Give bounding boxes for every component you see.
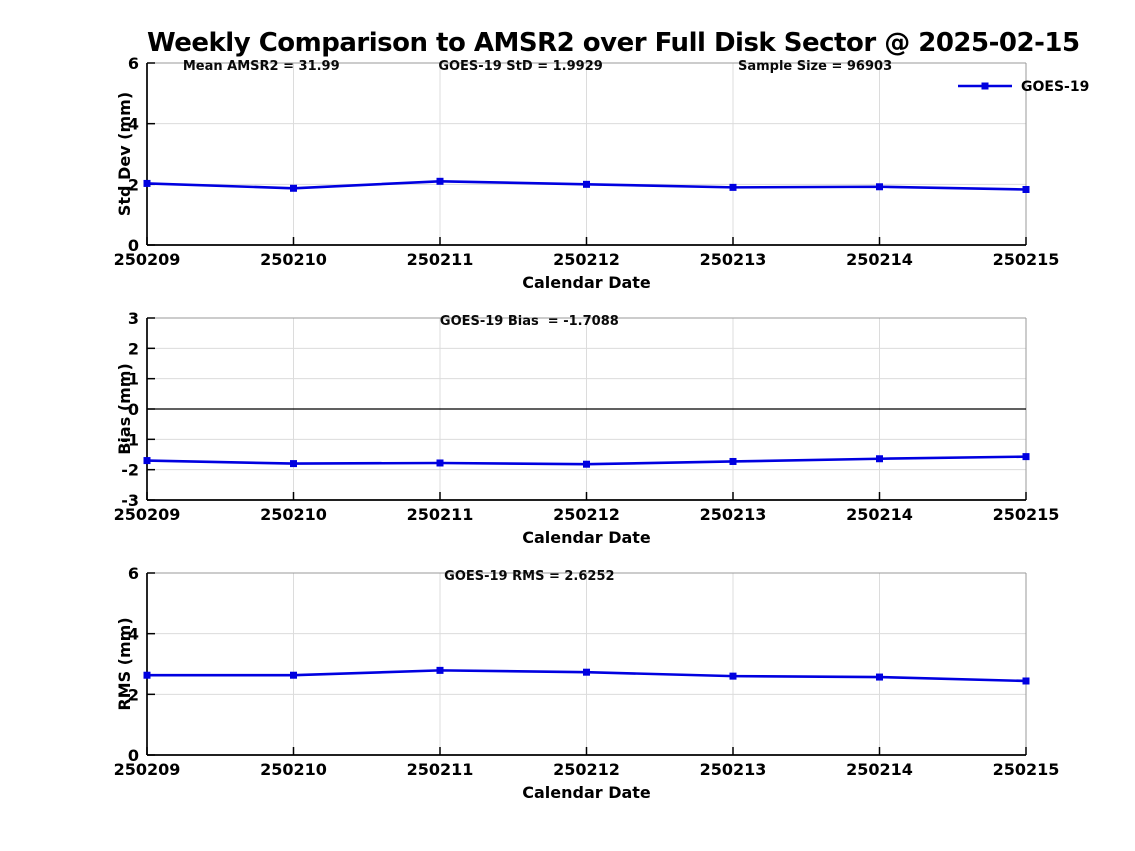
- subplot-bias: -3 -2 -1 0 1 2 3 250209 250210 250211 250212 250213…: [114, 309, 1060, 547]
- x-tick-label: 250213: [700, 505, 767, 524]
- x-tick-label: 250215: [993, 250, 1060, 269]
- x-axis-label: Calendar Date: [522, 528, 651, 547]
- y-tick-label: 4: [128, 115, 139, 134]
- data-point-marker: [583, 668, 590, 676]
- x-tick-label: 250211: [407, 250, 474, 269]
- data-point-marker: [1022, 185, 1030, 193]
- y-axis-label: Std Dev (mm): [115, 92, 134, 216]
- y-tick-label: 1: [128, 370, 139, 389]
- data-point-marker: [1022, 677, 1030, 685]
- x-tick-label: 250209: [114, 250, 181, 269]
- data-point-marker: [290, 460, 297, 468]
- x-tick-label: 250213: [700, 760, 767, 779]
- data-point-marker: [290, 671, 297, 679]
- x-tick-label: 250210: [260, 505, 327, 524]
- subplot-std-dev: 0 2 4 6 250209 250210 250211 250212 250213 250214…: [114, 54, 1090, 292]
- chart-title: Weekly Comparison to AMSR2 over Full Dis…: [147, 28, 1080, 58]
- x-tick-label: 250212: [553, 250, 620, 269]
- data-point-marker: [876, 673, 883, 681]
- data-point-marker: [583, 180, 590, 188]
- x-tick-label: 250209: [114, 760, 181, 779]
- data-point-marker: [436, 177, 444, 185]
- data-point-marker: [143, 671, 151, 679]
- x-tick-label: 250211: [407, 760, 474, 779]
- data-point-marker: [729, 672, 737, 680]
- x-tick-label: 250209: [114, 505, 181, 524]
- y-tick-label: 2: [128, 175, 139, 194]
- y-tick-label: 6: [128, 564, 139, 583]
- y-tick-label: 0: [128, 236, 139, 255]
- y-tick-label: 4: [128, 625, 139, 644]
- annotation: Sample Size = 96903: [738, 59, 892, 74]
- legend-label: GOES-19: [1021, 79, 1089, 95]
- data-point-marker: [436, 666, 444, 674]
- y-tick-label: 6: [128, 54, 139, 73]
- y-tick-label: 2: [128, 685, 139, 704]
- y-tick-label: -1: [121, 430, 139, 449]
- x-tick-label: 250212: [553, 505, 620, 524]
- x-tick-label: 250214: [846, 505, 913, 524]
- data-point-marker: [876, 183, 883, 191]
- y-tick-label: -2: [121, 461, 139, 480]
- annotation: GOES-19 RMS = 2.6252: [444, 569, 614, 584]
- annotation: GOES-19 Bias = -1.7088: [440, 314, 619, 329]
- x-tick-label: 250210: [260, 760, 327, 779]
- data-point-marker: [876, 455, 883, 463]
- data-point-marker: [729, 183, 737, 191]
- legend-marker-sample: [981, 82, 989, 90]
- data-point-marker: [143, 457, 151, 465]
- data-point-marker: [583, 460, 590, 468]
- x-tick-label: 250215: [993, 760, 1060, 779]
- x-tick-label: 250214: [846, 760, 913, 779]
- y-axis-label: RMS (mm): [115, 617, 134, 710]
- data-point-marker: [1022, 453, 1030, 461]
- y-axis-label: Bias (mm): [115, 363, 134, 455]
- data-point-marker: [290, 184, 297, 192]
- x-tick-label: 250213: [700, 250, 767, 269]
- x-tick-label: 250215: [993, 505, 1060, 524]
- legend: GOES-19: [958, 79, 1089, 95]
- x-tick-label: 250211: [407, 505, 474, 524]
- x-tick-label: 250210: [260, 250, 327, 269]
- data-point-marker: [143, 179, 151, 187]
- data-point-marker: [436, 459, 444, 467]
- y-tick-label: 0: [128, 746, 139, 765]
- subplot-rms: 0 2 4 6 250209 250210 250211 250212 250213 250214…: [114, 564, 1060, 802]
- x-axis-label: Calendar Date: [522, 273, 651, 292]
- annotation: GOES-19 StD = 1.9929: [438, 59, 602, 74]
- y-tick-label: 0: [128, 400, 139, 419]
- x-tick-label: 250212: [553, 760, 620, 779]
- x-tick-label: 250214: [846, 250, 913, 269]
- y-tick-label: 2: [128, 339, 139, 358]
- y-tick-label: -3: [121, 491, 139, 510]
- y-tick-label: 3: [128, 309, 139, 328]
- x-axis-label: Calendar Date: [522, 783, 651, 802]
- data-point-marker: [729, 457, 737, 465]
- annotation: Mean AMSR2 = 31.99: [183, 59, 340, 74]
